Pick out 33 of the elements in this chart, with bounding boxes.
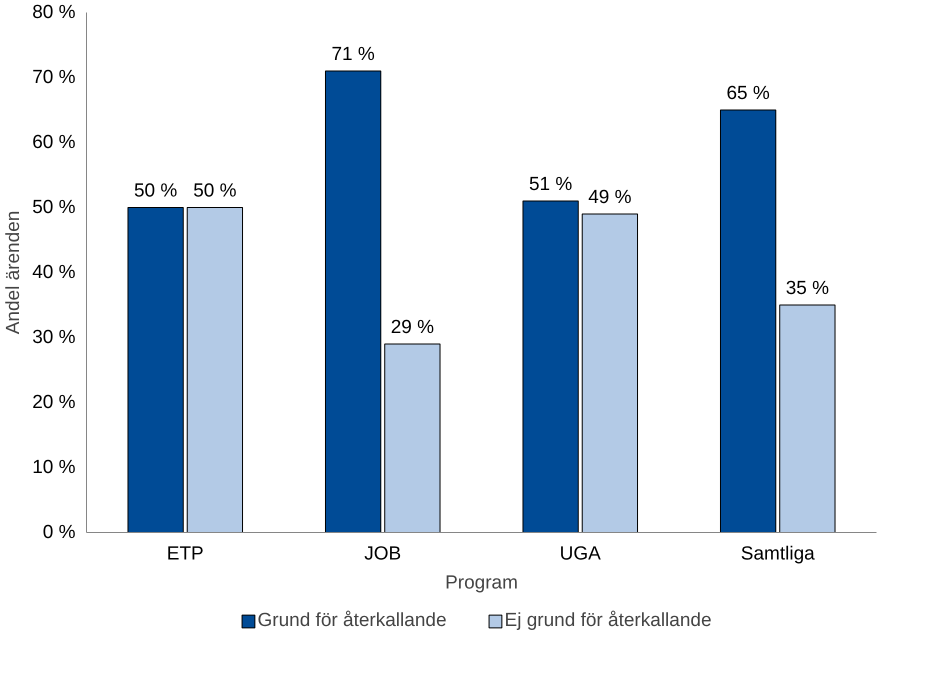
bar bbox=[720, 110, 776, 532]
data-label: 65 % bbox=[726, 83, 770, 104]
x-tick-label: JOB bbox=[364, 544, 402, 564]
y-tick-label: 10 % bbox=[32, 457, 76, 478]
data-label: 50 % bbox=[134, 180, 178, 202]
y-tick-label: 70 % bbox=[32, 67, 76, 88]
y-tick-label: 30 % bbox=[32, 327, 76, 348]
data-label: 35 % bbox=[786, 278, 830, 299]
x-tick-label: Samtliga bbox=[740, 544, 816, 564]
legend-label: Ej grund för återkallande bbox=[504, 610, 712, 632]
y-tick-label: 20 % bbox=[32, 392, 76, 413]
y-tick-label: 60 % bbox=[32, 132, 76, 153]
legend-label: Grund för återkallande bbox=[257, 610, 447, 632]
bar bbox=[127, 207, 184, 532]
data-label: 51 % bbox=[528, 174, 572, 195]
y-tick-label: 40 % bbox=[32, 262, 76, 283]
y-tick-label: 80 % bbox=[32, 2, 76, 23]
y-tick-label: 0 % bbox=[42, 522, 76, 543]
x-tick-label: ETP bbox=[166, 544, 204, 564]
y-tick-label: 50 % bbox=[32, 197, 76, 218]
bar bbox=[582, 214, 638, 532]
bar bbox=[779, 304, 836, 532]
bar bbox=[522, 200, 579, 532]
bar bbox=[384, 344, 441, 532]
x-tick-label: UGA bbox=[560, 544, 602, 564]
bar bbox=[186, 207, 244, 532]
data-label: 71 % bbox=[331, 44, 375, 65]
x-axis-title: Program bbox=[445, 572, 518, 594]
y-axis-title: Andel ärenden bbox=[3, 210, 24, 334]
data-label: 29 % bbox=[390, 317, 434, 338]
data-label: 50 % bbox=[193, 180, 237, 202]
data-label: 49 % bbox=[588, 187, 632, 208]
bar bbox=[324, 70, 382, 532]
